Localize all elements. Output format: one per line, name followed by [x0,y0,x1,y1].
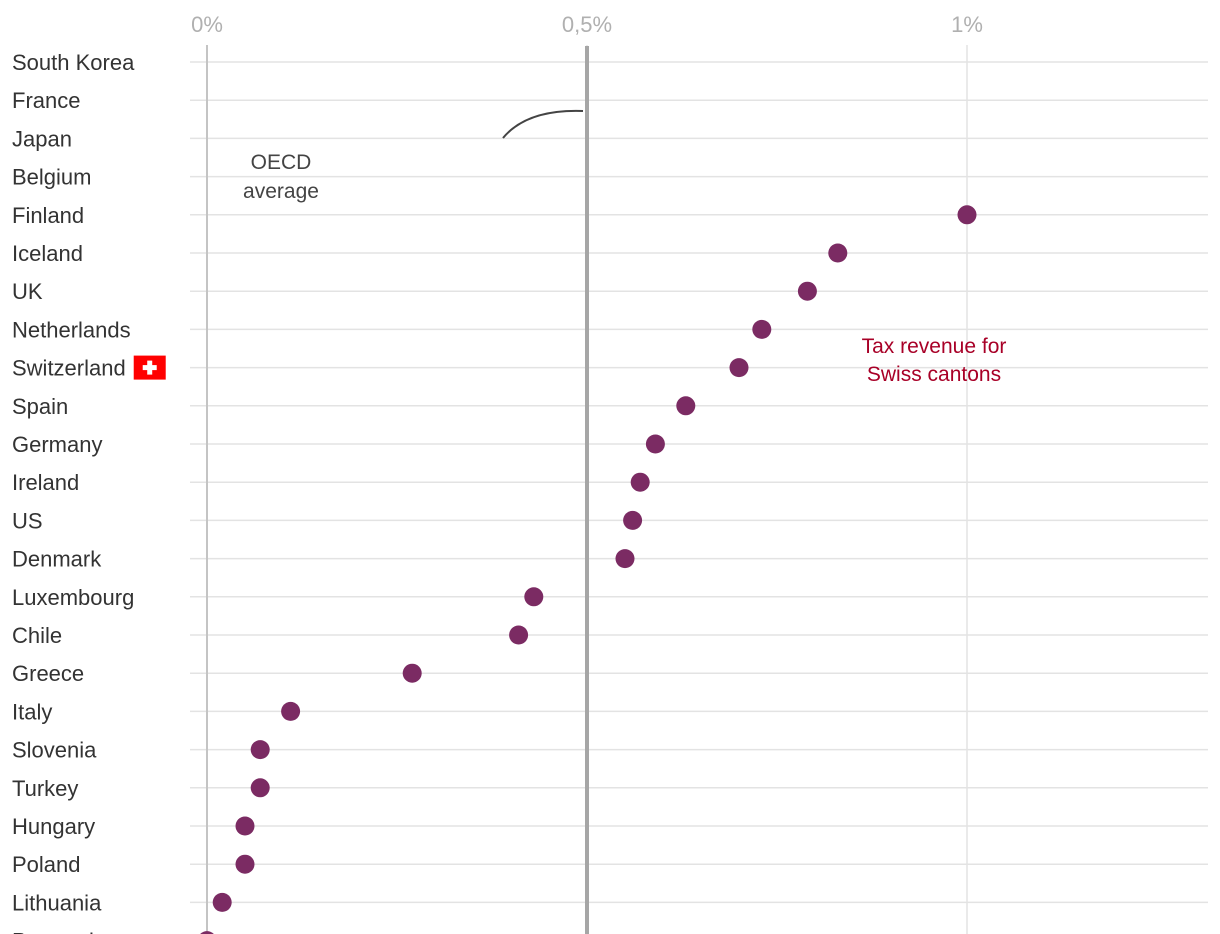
data-point [752,319,772,339]
country-label: Slovenia [12,738,97,763]
country-label: Chile [12,623,62,648]
x-tick-label: 1% [951,12,983,37]
data-point [509,625,529,645]
data-point [402,663,422,683]
country-label: France [12,88,80,113]
oecd-annotation-connector [502,109,584,139]
swiss-flag-icon [133,355,166,380]
data-point [235,854,255,874]
data-point [524,587,544,607]
x-tick-label: 0,5% [562,12,612,37]
country-label: Lithuania [12,890,102,915]
data-point [729,358,749,378]
country-label: Iceland [12,241,83,266]
swiss-annotation-label: Tax revenue for [862,335,1007,358]
country-label: Finland [12,203,84,228]
country-label: Germany [12,432,102,457]
country-label: Ireland [12,470,79,495]
data-point [615,549,635,569]
country-label: Spain [12,394,68,419]
data-point [676,396,696,416]
country-label: Belgium [12,165,91,190]
data-point [630,472,650,492]
country-label: Poland [12,852,81,877]
country-label: Switzerland [12,356,126,381]
country-label: Netherlands [12,317,131,342]
country-label: Hungary [12,814,95,839]
data-point [828,243,848,263]
data-point [623,510,643,530]
data-point [212,892,232,912]
data-point [235,816,255,836]
oecd-annotation-label: OECD [251,151,312,174]
country-label: UK [12,279,43,304]
country-label: Greece [12,661,84,686]
country-label: Portugal [12,929,94,934]
data-point [250,778,270,798]
country-label: Luxembourg [12,585,134,610]
oecd-annotation-label: average [243,180,319,203]
country-label: Turkey [12,776,78,801]
country-label: South Korea [12,50,135,75]
country-label: Italy [12,699,52,724]
country-label: Denmark [12,547,102,572]
swiss-annotation-label: Swiss cantons [867,363,1001,386]
country-label: Japan [12,126,72,151]
x-tick-label: 0% [191,12,223,37]
data-point [281,701,301,721]
data-point [797,281,817,301]
country-label: US [12,508,43,533]
data-point [957,205,977,225]
data-point [645,434,665,454]
data-point [250,740,270,760]
data-point [200,931,214,934]
